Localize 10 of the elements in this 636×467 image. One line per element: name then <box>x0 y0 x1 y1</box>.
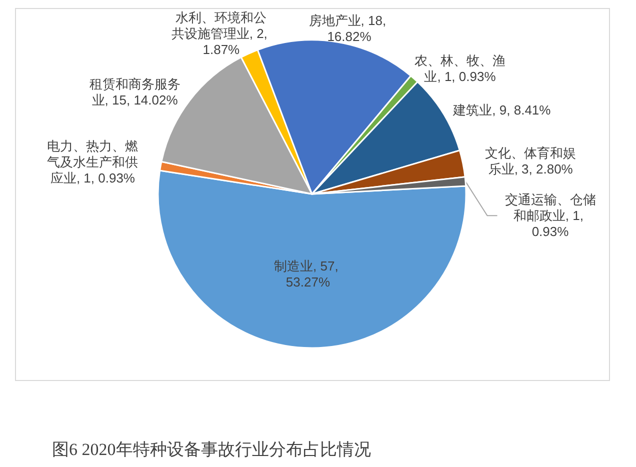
caption: 图6 2020年特种设备事故行业分布占比情况 <box>52 440 371 460</box>
slice-label: 制造业, 57, 53.27% <box>274 258 342 290</box>
slice-label: 建筑业, 9, 8.41% <box>452 102 552 118</box>
slice-label: 房地产业, 18, 16.82% <box>308 12 390 44</box>
slice-label: 电力、热力、燃气及水生产和供应业, 1, 0.93% <box>47 138 138 186</box>
slice-label: 交通运输、仓储和邮政业, 1, 0.93% <box>504 192 596 240</box>
slice-label: 租赁和商务服务业, 15, 14.02% <box>89 76 180 108</box>
slice-label: 文化、体育和娱乐业, 3, 2.80% <box>485 145 576 176</box>
slice-label: 水利、环境和公共设施管理业, 2, 1.87% <box>171 10 272 57</box>
slice-label: 农、林、牧、渔业, 1, 0.93% <box>414 52 506 84</box>
